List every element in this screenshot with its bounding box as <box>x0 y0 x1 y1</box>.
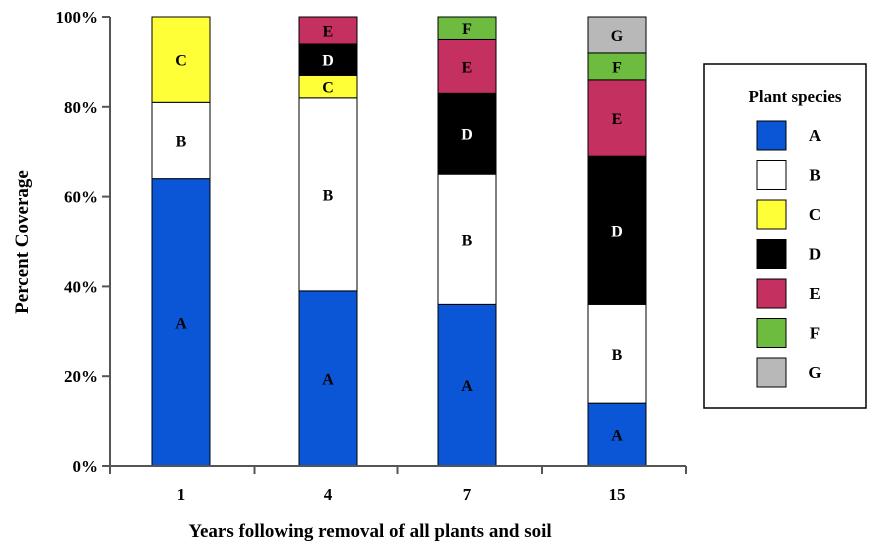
bar-segment-b-1 <box>151 101 211 180</box>
legend-swatch-d <box>756 239 787 269</box>
segment-label-d-15: D <box>611 223 623 240</box>
segment-label-d-7: D <box>461 127 473 144</box>
x-tick-label-4: 4 <box>324 485 333 504</box>
bar-segment-b-15 <box>587 303 647 404</box>
bar-segment-e-15 <box>587 79 647 157</box>
y-tick-label-40: 40% <box>64 277 98 296</box>
legend: Plant species A B C D E F G <box>703 63 867 409</box>
legend-label-a: A <box>809 126 822 145</box>
legend-label-e: E <box>809 284 820 303</box>
bar-segment-g-15 <box>587 16 647 54</box>
segment-label-c-4: C <box>322 80 334 97</box>
y-tick-label-60: 60% <box>64 188 98 207</box>
segment-label-e-15: E <box>612 111 623 128</box>
segment-label-f-7: F <box>462 21 472 38</box>
bar-segment-b-4 <box>298 97 358 292</box>
bar-segment-a-15 <box>587 402 647 467</box>
x-tick-label-7: 7 <box>463 485 472 504</box>
x-axis-label: Years following removal of all plants an… <box>188 521 551 542</box>
segment-label-a-4: A <box>322 371 334 388</box>
segment-label-a-15: A <box>611 428 623 445</box>
axes-layer: 0% 20% 40% 60% 80% 100% 1 4 7 15 <box>56 8 687 504</box>
bar-segment-e-7 <box>437 38 497 94</box>
legend-label-d: D <box>809 245 821 264</box>
segment-label-f-15: F <box>612 59 622 76</box>
legend-swatch-b <box>756 160 787 190</box>
segment-label-b-4: B <box>323 187 334 204</box>
segment-label-a-1: A <box>175 315 187 332</box>
legend-label-c: C <box>809 205 821 224</box>
segment-label-a-7: A <box>461 378 473 395</box>
bar-segment-b-7 <box>437 173 497 305</box>
segment-label-g-15: G <box>611 28 624 45</box>
legend-swatch-g <box>756 357 787 388</box>
segment-label-e-7: E <box>462 59 473 76</box>
bar-segment-a-7 <box>437 303 497 467</box>
legend-swatch-a <box>756 120 787 151</box>
y-tick-label-80: 80% <box>64 98 98 117</box>
legend-label-g: G <box>808 363 821 382</box>
segment-label-b-1: B <box>176 133 187 150</box>
x-tick-label-1: 1 <box>177 485 186 504</box>
bar-segment-c-1 <box>151 16 211 103</box>
y-tick-label-0: 0% <box>73 457 99 476</box>
bar-segment-e-4 <box>298 16 358 45</box>
y-tick-label-20: 20% <box>64 367 98 386</box>
legend-swatch-c <box>756 199 787 230</box>
segment-label-b-7: B <box>462 232 473 249</box>
bar-segment-f-15 <box>587 52 647 81</box>
segment-label-d-4: D <box>322 53 334 70</box>
y-axis-label: Percent Coverage <box>12 170 33 314</box>
bar-segment-d-4 <box>298 43 358 76</box>
legend-label-b: B <box>809 166 820 185</box>
bar-segment-a-1 <box>151 178 211 467</box>
legend-frame <box>703 63 867 409</box>
legend-title: Plant species <box>748 87 841 106</box>
legend-swatch-e <box>756 278 787 309</box>
segment-label-e-4: E <box>323 23 334 40</box>
segment-label-b-15: B <box>612 347 623 364</box>
legend-label-f: F <box>810 324 820 343</box>
bar-segment-f-7 <box>437 16 497 40</box>
bar-segment-d-15 <box>587 155 647 305</box>
segment-label-c-1: C <box>175 53 187 70</box>
y-tick-label-100: 100% <box>56 8 99 27</box>
bar-segment-a-4 <box>298 290 358 467</box>
legend-swatch-f <box>756 318 787 348</box>
x-tick-label-15: 15 <box>609 485 626 504</box>
